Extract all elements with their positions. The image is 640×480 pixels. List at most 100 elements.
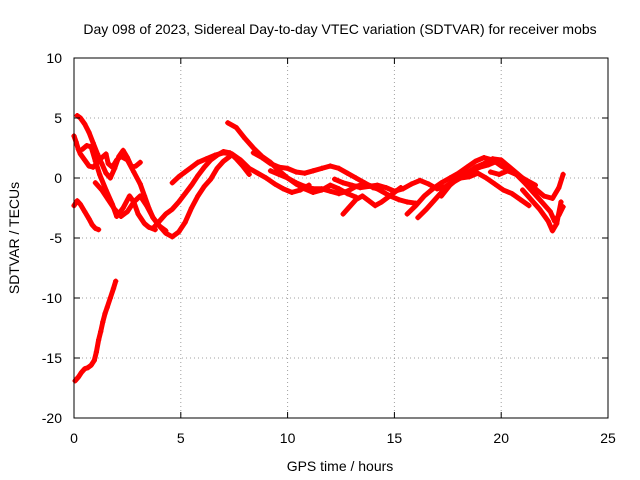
data-point xyxy=(509,191,515,197)
x-axis-label: GPS time / hours xyxy=(287,458,394,474)
data-point xyxy=(272,181,278,187)
data-point xyxy=(150,225,156,231)
data-point xyxy=(85,365,91,371)
axes: 0 5 10 15 20 25 -20 -15 -10 -5 0 5 10 xyxy=(42,50,616,446)
data-point xyxy=(404,199,410,205)
data-point xyxy=(556,185,562,191)
data-point xyxy=(169,180,175,186)
data-point xyxy=(481,161,487,167)
data-point xyxy=(96,227,102,233)
data-point xyxy=(285,175,291,181)
data-point xyxy=(96,337,102,343)
data-point xyxy=(246,171,252,177)
data-point xyxy=(88,144,94,150)
data-point xyxy=(131,169,137,175)
data-point xyxy=(156,218,162,224)
data-point xyxy=(464,164,470,170)
data-point xyxy=(336,165,342,171)
data-point xyxy=(327,188,333,194)
data-point xyxy=(496,171,502,177)
data-series xyxy=(71,113,566,384)
data-point xyxy=(89,222,95,228)
series-track-n xyxy=(415,170,532,221)
data-point xyxy=(150,215,156,221)
data-point xyxy=(517,197,523,203)
data-point xyxy=(112,206,118,212)
data-point xyxy=(112,165,118,171)
data-point xyxy=(188,164,195,170)
data-point xyxy=(86,129,92,135)
data-point xyxy=(336,186,342,192)
data-point xyxy=(84,143,90,149)
data-point xyxy=(430,186,436,192)
data-point xyxy=(78,369,85,375)
data-point xyxy=(558,199,564,205)
data-point xyxy=(100,319,106,325)
data-point xyxy=(176,229,182,235)
data-point xyxy=(475,170,481,176)
data-point xyxy=(105,161,111,167)
data-point xyxy=(74,198,80,204)
data-point xyxy=(90,140,96,146)
data-point xyxy=(220,149,227,155)
data-point xyxy=(105,197,111,203)
data-point xyxy=(220,158,227,164)
data-point xyxy=(126,193,133,199)
data-point xyxy=(336,191,342,197)
y-tick-label: -5 xyxy=(50,230,63,246)
data-point xyxy=(107,295,113,301)
data-point xyxy=(98,329,104,335)
data-point xyxy=(137,193,143,199)
data-point xyxy=(188,182,195,188)
data-point xyxy=(366,183,372,189)
y-tick-label: 0 xyxy=(54,170,62,186)
data-point xyxy=(327,163,333,169)
y-tick-label: -10 xyxy=(42,290,62,306)
data-point xyxy=(327,182,333,188)
data-point xyxy=(302,170,308,176)
data-point xyxy=(432,197,438,203)
data-point xyxy=(188,205,195,211)
data-point xyxy=(396,197,402,203)
data-point xyxy=(319,186,325,192)
data-point xyxy=(77,201,83,207)
data-point xyxy=(346,204,353,210)
data-point xyxy=(340,180,346,186)
data-point xyxy=(214,152,220,158)
data-point xyxy=(276,171,282,177)
data-point xyxy=(455,170,462,176)
data-point xyxy=(267,161,274,167)
data-point xyxy=(233,156,239,162)
data-point xyxy=(383,185,389,191)
y-axis-label: SDTVAR / TECUs xyxy=(6,182,22,294)
data-point xyxy=(464,170,470,176)
data-point xyxy=(498,163,504,169)
data-point xyxy=(293,169,299,175)
data-point xyxy=(293,180,299,186)
data-point xyxy=(466,174,472,180)
data-point xyxy=(195,193,201,199)
data-point xyxy=(176,174,182,180)
data-point xyxy=(250,145,256,151)
data-point xyxy=(124,209,130,215)
data-point xyxy=(163,230,169,236)
data-point xyxy=(267,168,274,174)
series-line xyxy=(250,150,385,193)
series-track-g xyxy=(150,149,252,231)
data-point xyxy=(137,159,143,165)
data-point xyxy=(263,175,269,181)
y-tick-label: 5 xyxy=(54,110,62,126)
data-point xyxy=(201,183,207,189)
data-point xyxy=(391,189,397,195)
data-point xyxy=(141,221,148,227)
data-point xyxy=(421,193,427,199)
data-point xyxy=(135,211,141,217)
data-point xyxy=(182,169,188,175)
data-point xyxy=(110,285,117,291)
data-point xyxy=(77,151,83,157)
data-point xyxy=(82,209,88,215)
data-point xyxy=(133,163,139,169)
data-point xyxy=(129,164,135,170)
data-point xyxy=(225,120,231,126)
